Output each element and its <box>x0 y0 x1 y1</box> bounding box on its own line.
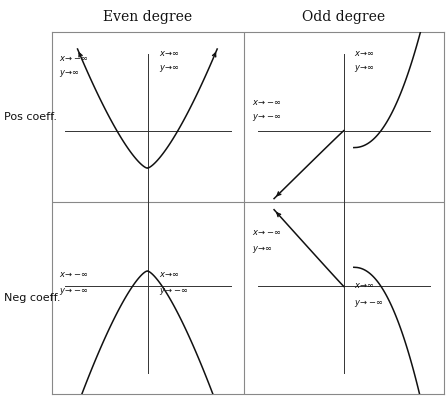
Text: $x\!\rightarrow\!\infty$: $x\!\rightarrow\!\infty$ <box>354 281 375 290</box>
Text: Pos coeff.: Pos coeff. <box>4 112 57 122</box>
Text: $y\!\rightarrow\!-\!\infty$: $y\!\rightarrow\!-\!\infty$ <box>354 298 383 308</box>
Text: $x\!\rightarrow\!-\!\infty$: $x\!\rightarrow\!-\!\infty$ <box>252 228 282 236</box>
Text: Odd degree: Odd degree <box>302 10 385 24</box>
Text: $y\!\rightarrow\!-\!\infty$: $y\!\rightarrow\!-\!\infty$ <box>59 286 89 297</box>
Text: $y\!\rightarrow\!\infty$: $y\!\rightarrow\!\infty$ <box>59 68 80 79</box>
Text: $x\!\rightarrow\!\infty$: $x\!\rightarrow\!\infty$ <box>159 270 180 279</box>
Text: $y\!\rightarrow\!\infty$: $y\!\rightarrow\!\infty$ <box>354 63 375 74</box>
Text: $x\!\rightarrow\!\infty$: $x\!\rightarrow\!\infty$ <box>354 48 375 58</box>
Text: Even degree: Even degree <box>103 10 192 24</box>
Text: Neg coeff.: Neg coeff. <box>4 293 61 303</box>
Text: $x\!\rightarrow\!-\!\infty$: $x\!\rightarrow\!-\!\infty$ <box>59 270 89 279</box>
Text: $x\!\rightarrow\!-\!\infty$: $x\!\rightarrow\!-\!\infty$ <box>59 54 89 63</box>
Text: $y\!\rightarrow\!-\!\infty$: $y\!\rightarrow\!-\!\infty$ <box>252 112 282 123</box>
Text: $x\!\rightarrow\!-\!\infty$: $x\!\rightarrow\!-\!\infty$ <box>252 98 282 107</box>
Text: $y\!\rightarrow\!-\!\infty$: $y\!\rightarrow\!-\!\infty$ <box>159 286 189 297</box>
Text: $y\!\rightarrow\!\infty$: $y\!\rightarrow\!\infty$ <box>159 63 180 74</box>
Text: $y\!\rightarrow\!\infty$: $y\!\rightarrow\!\infty$ <box>252 244 273 255</box>
Text: $x\!\rightarrow\!\infty$: $x\!\rightarrow\!\infty$ <box>159 48 180 58</box>
